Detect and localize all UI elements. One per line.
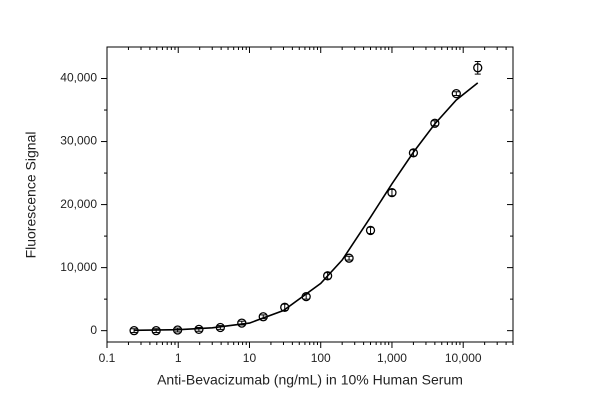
y-tick-label: 20,000 <box>60 197 97 211</box>
x-axis-label: Anti-Bevacizumab (ng/mL) in 10% Human Se… <box>157 372 463 388</box>
data-point <box>258 312 268 322</box>
y-axis-label: Fluorescence Signal <box>23 132 39 259</box>
data-point <box>301 291 311 302</box>
x-tick-label: 10 <box>243 351 257 365</box>
x-tick-label: 0.1 <box>99 351 116 365</box>
data-point <box>473 63 483 73</box>
data-point <box>172 325 183 335</box>
data-point <box>408 148 419 158</box>
y-tick-label: 30,000 <box>60 134 97 148</box>
data-point <box>280 302 290 312</box>
data-point <box>344 253 354 263</box>
data-point <box>237 318 247 328</box>
data-point <box>194 324 204 335</box>
data-point <box>129 326 139 336</box>
data-point <box>387 187 397 198</box>
data-point <box>430 118 440 128</box>
y-tick-label: 0 <box>90 323 97 337</box>
y-tick-label: 40,000 <box>60 71 97 85</box>
data-point <box>365 225 376 236</box>
data-point <box>322 271 333 281</box>
data-point <box>151 326 161 336</box>
x-tick-label: 10,000 <box>445 351 482 365</box>
data-point <box>451 88 461 99</box>
y-tick-label: 10,000 <box>60 260 97 274</box>
data-point <box>215 322 225 333</box>
x-tick-label: 1 <box>175 351 182 365</box>
x-tick-label: 100 <box>311 351 331 365</box>
x-tick-label: 1,000 <box>377 351 407 365</box>
